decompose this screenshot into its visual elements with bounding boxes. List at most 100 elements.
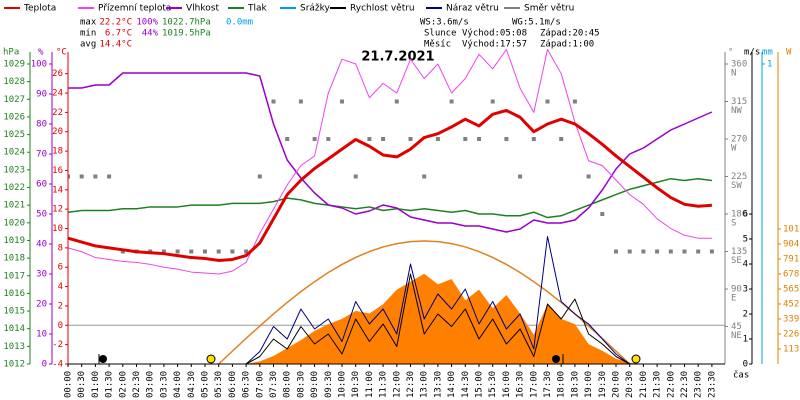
direction-point bbox=[696, 249, 701, 254]
x-tick-label: 13:00 bbox=[420, 371, 430, 398]
y-tick-label: 1023 bbox=[3, 165, 25, 175]
y-tick-label: 100 bbox=[31, 60, 47, 70]
x-tick-label: 18:30 bbox=[570, 371, 580, 398]
y-tick-label: 0 bbox=[743, 360, 748, 370]
y-tick-label: 45 bbox=[731, 322, 742, 332]
compass-label: NE bbox=[731, 331, 742, 341]
y-tick-label: 1025 bbox=[3, 130, 25, 140]
direction-point bbox=[490, 99, 495, 104]
y-tick-label: 1018 bbox=[3, 254, 25, 264]
direction-point bbox=[668, 249, 673, 254]
x-axis-label: čas bbox=[733, 370, 749, 381]
y-tick-label: 20 bbox=[52, 127, 63, 137]
stat-temperature: 22.2°C bbox=[99, 18, 132, 28]
y-tick-label: 225 bbox=[731, 172, 747, 182]
axis-unit-label: mm bbox=[762, 48, 773, 58]
direction-point bbox=[463, 137, 468, 141]
direction-point bbox=[244, 249, 249, 254]
y-tick-label: 791 bbox=[783, 255, 799, 265]
y-tick-label: 1016 bbox=[3, 289, 25, 299]
direction-point bbox=[545, 99, 550, 104]
info: WS:3.6m/s WG:5.1m/s Slunce Východ:05:08 … bbox=[420, 18, 600, 50]
stat-temperature: 6.7°C bbox=[105, 29, 132, 39]
y-tick-label: 2 bbox=[58, 301, 63, 311]
direction-point bbox=[203, 249, 207, 254]
direction-point bbox=[449, 99, 454, 104]
y-tick-label: 22 bbox=[52, 108, 63, 118]
y-tick-label: 10 bbox=[36, 330, 47, 340]
x-tick-label: 08:00 bbox=[283, 371, 293, 398]
y-tick-label: 6 bbox=[743, 210, 748, 220]
direction-point bbox=[79, 174, 84, 179]
x-tick-label: 05:00 bbox=[201, 371, 211, 398]
y-tick-label: 3 bbox=[743, 285, 748, 295]
moon-icon bbox=[99, 355, 107, 363]
direction-point bbox=[586, 174, 591, 179]
stats: max 22.2°C 100% 1022.7hPa 0.0mm min 6.7°… bbox=[80, 18, 253, 50]
y-tick-label: 1013 bbox=[3, 342, 25, 352]
axis-unit-label: hPa bbox=[3, 48, 19, 58]
direction-point bbox=[531, 137, 536, 141]
legend-label: Vlhkost bbox=[186, 4, 219, 14]
direction-point bbox=[435, 137, 440, 141]
y-tick-label: 4 bbox=[743, 260, 748, 270]
y-tick-label: 1029 bbox=[3, 60, 25, 70]
y-tick-label: 90 bbox=[731, 285, 742, 295]
direction-point bbox=[285, 137, 290, 141]
series-line bbox=[68, 48, 712, 275]
y-tick-label: 70 bbox=[36, 150, 47, 160]
direction-point bbox=[641, 249, 646, 254]
y-tick-label: 14 bbox=[52, 185, 63, 195]
x-tick-label: 04:30 bbox=[187, 371, 197, 398]
stat-humidity: 100% bbox=[136, 18, 158, 28]
x-tick-label: 03:30 bbox=[159, 371, 169, 398]
x-tick-label: 13:30 bbox=[433, 371, 443, 398]
x-tick-label: 18:00 bbox=[557, 371, 567, 398]
x-tick-label: 06:00 bbox=[228, 371, 238, 398]
x-tick-label: 14:00 bbox=[447, 371, 457, 398]
legend-label: Rychlost větru bbox=[350, 4, 415, 14]
x-tick-label: 16:30 bbox=[516, 371, 526, 398]
y-tick-label: 40 bbox=[36, 240, 47, 250]
direction-point bbox=[107, 174, 112, 179]
x-tick-label: 08:30 bbox=[296, 371, 306, 398]
icons bbox=[98, 354, 641, 364]
y-tick-label: 1 bbox=[743, 335, 748, 345]
x-tick-label: 17:00 bbox=[529, 371, 539, 398]
y-tick-label: 8 bbox=[58, 243, 63, 253]
y-tick-label: 0 bbox=[58, 321, 63, 331]
sun-icon bbox=[631, 354, 641, 364]
y-tick-label: 1015 bbox=[3, 307, 25, 317]
direction-point bbox=[682, 249, 687, 254]
x-tick-label: 10:00 bbox=[338, 371, 348, 398]
y-tick-label: 1 bbox=[767, 60, 772, 70]
x-tick-label: 19:00 bbox=[584, 371, 594, 398]
y-tick-label: 80 bbox=[36, 120, 47, 130]
compass-label: S bbox=[731, 219, 736, 229]
moon-icon bbox=[552, 355, 560, 363]
x-tick-label: 00:00 bbox=[64, 371, 74, 398]
axis-unit-label: °C bbox=[56, 48, 67, 58]
direction-point bbox=[68, 174, 70, 179]
y-tick-label: 2 bbox=[743, 310, 748, 320]
x-tick-label: 21:00 bbox=[639, 371, 649, 398]
direction-point bbox=[600, 212, 605, 216]
x-tick-label: 23:30 bbox=[707, 371, 717, 398]
y-tick-label: 339 bbox=[783, 315, 799, 325]
x-tick-label: 20:30 bbox=[625, 371, 635, 398]
stat-pressure: 1019.5hPa bbox=[162, 29, 211, 39]
stat-label: avg bbox=[80, 40, 96, 50]
x-tick-label: 01:30 bbox=[105, 371, 115, 398]
y-tick-label: 360 bbox=[731, 60, 747, 70]
legend-label: Teplota bbox=[23, 4, 56, 14]
compass-label: E bbox=[731, 294, 736, 304]
y-tick-label: 1020 bbox=[3, 218, 25, 228]
y-tick-label: 10 bbox=[52, 224, 63, 234]
chart-title: 21.7.2021 bbox=[361, 50, 434, 65]
direction-point bbox=[175, 249, 180, 254]
x-tick-label: 09:30 bbox=[324, 371, 334, 398]
compass-label: W bbox=[731, 144, 737, 154]
y-tick-label: 0 bbox=[42, 360, 47, 370]
y-tick-label: 6 bbox=[58, 263, 63, 273]
